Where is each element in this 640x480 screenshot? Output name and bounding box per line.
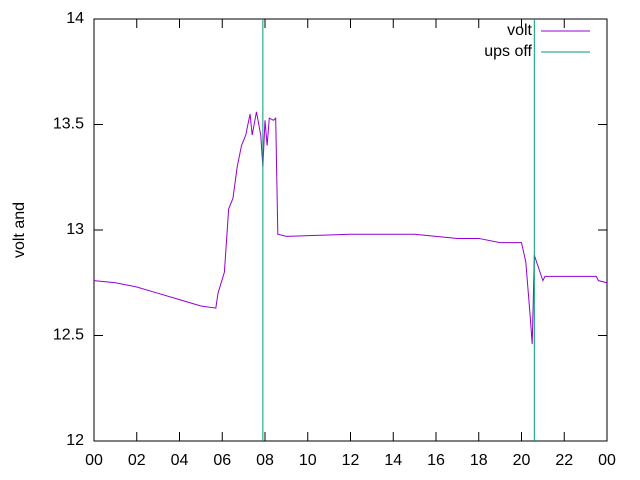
y-tick-label: 14 [66, 10, 84, 27]
x-tick-label: 18 [470, 452, 488, 469]
plot-frame [93, 18, 608, 442]
y-tick-label: 13.5 [53, 116, 84, 133]
x-tick-label: 02 [128, 452, 146, 469]
legend-label: volt [507, 22, 532, 39]
y-axis-label: volt and [11, 202, 28, 258]
x-tick-label: 00 [85, 452, 103, 469]
x-tick-label: 00 [598, 452, 616, 469]
legend-label: ups off [484, 43, 532, 60]
x-tick-label: 08 [256, 452, 274, 469]
x-tick-label: 20 [513, 452, 531, 469]
x-tick-label: 22 [555, 452, 573, 469]
series-line [262, 19, 535, 441]
x-tick-label: 06 [213, 452, 231, 469]
x-tick-label: 04 [171, 452, 189, 469]
x-tick-label: 12 [342, 452, 360, 469]
x-tick-label: 14 [384, 452, 402, 469]
y-tick-label: 12.5 [53, 327, 84, 344]
x-tick-label: 16 [427, 452, 445, 469]
y-tick-label: 12 [66, 432, 84, 449]
series-line [93, 111, 608, 344]
x-tick-label: 10 [299, 452, 317, 469]
y-tick-label: 13 [66, 221, 84, 238]
